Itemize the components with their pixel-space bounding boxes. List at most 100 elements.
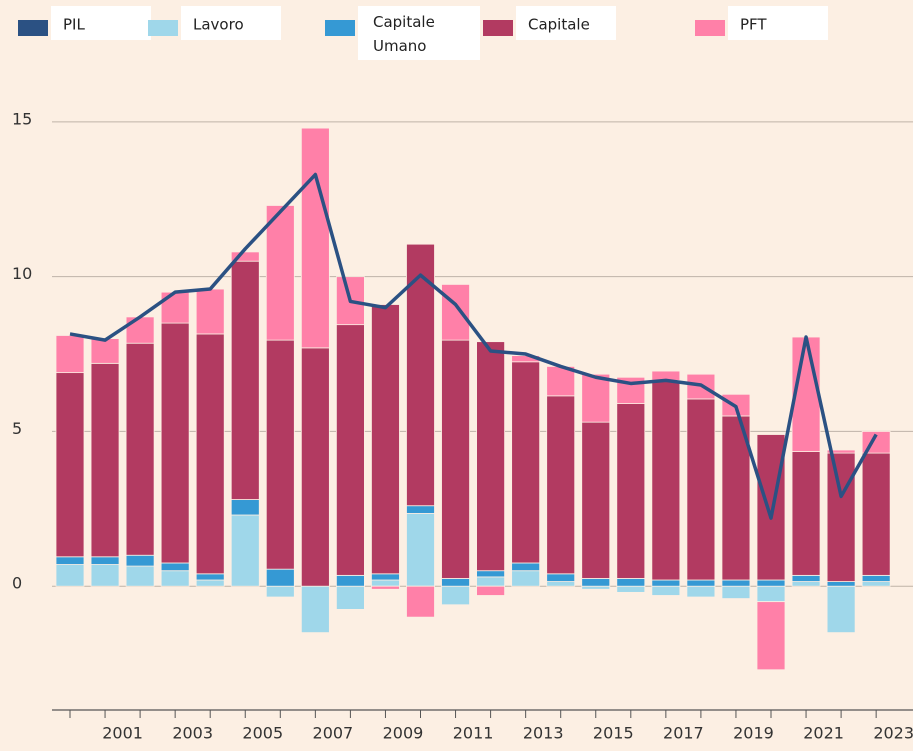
bar-segment — [511, 361, 541, 564]
bar-segment — [160, 570, 190, 587]
bar-segment — [546, 573, 576, 582]
bar-segment — [90, 556, 120, 565]
bar-segment — [55, 372, 85, 558]
x-tick-label: 2003 — [172, 724, 213, 743]
bar-segment — [791, 451, 821, 576]
bar-segment — [335, 324, 365, 576]
bar-segment — [581, 578, 611, 587]
bar-segment — [861, 574, 891, 582]
bar-segment — [90, 564, 120, 587]
bar-segment — [861, 452, 891, 576]
bar-segment — [90, 362, 120, 558]
bar-segment — [616, 403, 646, 579]
x-tick-label: 2001 — [102, 724, 143, 743]
x-tick-label: 2015 — [593, 724, 634, 743]
bar-segment — [406, 243, 435, 507]
x-tick-label: 2021 — [803, 724, 844, 743]
legend-swatch — [18, 20, 48, 36]
bar-segment — [581, 373, 611, 423]
bar-segment — [55, 556, 85, 565]
bar-segment — [371, 585, 400, 590]
bar-segment — [335, 574, 365, 587]
bar-segment — [265, 568, 295, 587]
legend-label-bg — [516, 6, 616, 40]
bar-segment — [125, 316, 155, 344]
bar-segment — [756, 585, 786, 603]
bar-segment — [195, 333, 225, 575]
bar-segment — [441, 578, 470, 587]
line-series — [69, 172, 878, 520]
bar-segment — [721, 579, 751, 587]
bar-segment — [476, 585, 506, 596]
bar-segment — [581, 585, 611, 590]
bar-segment — [406, 505, 435, 514]
bar-segment — [55, 335, 85, 374]
bar-segment — [195, 288, 225, 335]
bar-segment — [826, 449, 856, 454]
bar-segment — [756, 601, 786, 671]
y-tick-label: 0 — [12, 574, 22, 593]
bar-segment — [476, 341, 506, 572]
legend-label-bg — [51, 6, 151, 40]
legend-swatch — [695, 20, 725, 36]
legend-label: Lavoro — [193, 16, 244, 34]
x-tick-label: 2019 — [733, 724, 774, 743]
bar-segment — [826, 581, 856, 587]
bar-segment — [756, 434, 786, 581]
bar-segment — [90, 338, 120, 364]
bar-segment — [406, 585, 435, 618]
x-tick-label: 2011 — [453, 724, 494, 743]
bar-segment — [195, 573, 225, 581]
bar-segment — [441, 585, 470, 606]
bar-segment — [616, 578, 646, 587]
bar-segment — [651, 579, 681, 587]
x-tick-label: 2017 — [663, 724, 704, 743]
bar-segment — [55, 564, 85, 587]
bar-segment — [300, 127, 330, 349]
bar-segment — [265, 339, 295, 570]
bar-segment — [125, 554, 155, 567]
bar-segment — [686, 579, 716, 587]
bar-segment — [371, 579, 400, 587]
bar-segment — [265, 585, 295, 598]
bar-segment — [230, 260, 260, 500]
bar-segment — [826, 585, 856, 634]
bar-segment — [300, 585, 330, 634]
bar-segment — [195, 579, 225, 587]
bar-segment — [791, 574, 821, 582]
bar-segment — [476, 576, 506, 587]
x-tick-label: 2009 — [383, 724, 424, 743]
x-tick-label: 2013 — [523, 724, 564, 743]
bar-segment — [651, 585, 681, 596]
x-tick-label: 2007 — [313, 724, 354, 743]
bar-segment — [861, 581, 891, 587]
legend-swatch — [325, 20, 355, 36]
y-tick-label: 5 — [12, 419, 22, 438]
bar-segment — [511, 570, 541, 587]
bar-segment — [371, 573, 400, 581]
bar-segment — [160, 562, 190, 572]
bar-segment — [125, 342, 155, 556]
bar-segment — [160, 322, 190, 564]
bar-segment — [476, 570, 506, 578]
bar-segment — [441, 339, 470, 579]
y-tick-label: 15 — [12, 109, 32, 128]
legend-label-bg — [728, 6, 828, 40]
bar-segment — [686, 585, 716, 598]
x-tick-label: 2023 — [873, 724, 913, 743]
bar-segment — [721, 415, 751, 581]
bar-segment — [230, 251, 260, 262]
bar-segment — [300, 347, 330, 587]
bar-segment — [265, 205, 295, 341]
bar-segment — [616, 585, 646, 593]
bar-segment — [406, 513, 435, 587]
bar-segment — [371, 304, 400, 575]
bar-segment — [335, 585, 365, 610]
legend-label-bg — [358, 6, 480, 60]
bar-segment — [546, 395, 576, 575]
bar-segment — [826, 452, 856, 582]
y-tick-label: 10 — [12, 264, 32, 283]
bar-segment — [125, 565, 155, 587]
legend-label: PFT — [740, 16, 767, 34]
